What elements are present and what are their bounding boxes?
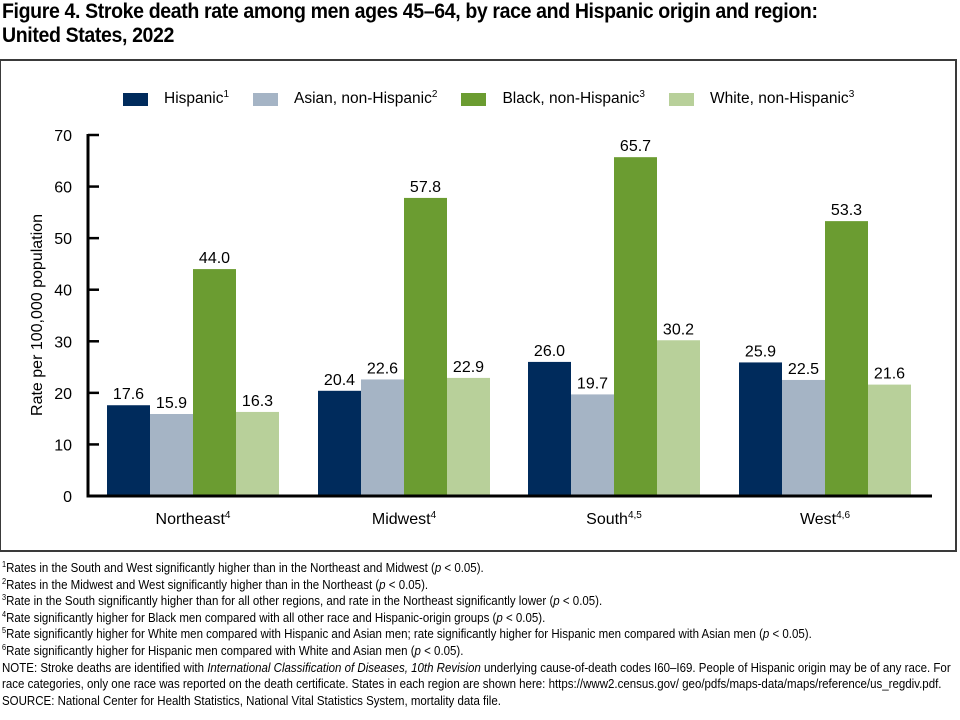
chart-legend: Hispanic1 Asian, non-Hispanic2 Black, non-… (123, 88, 854, 110)
y-tick-label: 50 (54, 231, 72, 248)
value-label: 26.0 (534, 343, 565, 360)
x-category-label: Northeast4 (156, 510, 231, 528)
y-tick-label: 10 (54, 437, 72, 454)
value-label: 20.4 (324, 372, 355, 389)
value-label: 16.3 (242, 393, 273, 410)
value-label: 65.7 (620, 138, 651, 155)
source-text: SOURCE: National Center for Health Stati… (2, 693, 501, 708)
footnote: 3Rate in the South significantly higher … (2, 593, 603, 609)
value-label: 25.9 (745, 343, 776, 360)
legend-swatch (668, 92, 694, 106)
y-tick-label: 0 (63, 489, 72, 506)
bar-white-non-hispanic-south (657, 340, 700, 495)
bar-chart: 0 10 20 30 40 50 60 70 Rate per 100,000 populati… (29, 128, 932, 528)
bar-hispanic-midwest (318, 390, 361, 495)
bar-asian-non-hispanic-northeast (150, 414, 193, 495)
bar-asian-non-hispanic-south (571, 394, 614, 495)
legend-label: Asian, non-Hispanic2 (294, 89, 438, 108)
legend-swatch (253, 92, 279, 106)
footnote: 2Rates in the Midwest and West significa… (2, 576, 429, 592)
legend-item: Black, non-Hispanic3 (461, 90, 645, 108)
footnote: 5Rate significantly higher for White men… (2, 626, 812, 642)
note-prefix: NOTE: Stroke deaths are identified with (2, 660, 208, 675)
value-label: 22.5 (788, 361, 819, 378)
y-axis-title: Rate per 100,000 population (29, 214, 46, 416)
x-category-label: Midwest4 (372, 510, 437, 528)
value-label: 19.7 (577, 375, 608, 392)
bar-asian-non-hispanic-west (782, 379, 825, 495)
x-category-label: West4,6 (800, 510, 850, 528)
y-tick-label: 30 (54, 334, 72, 351)
footnote: 1Rates in the South and West significant… (2, 560, 484, 576)
footnote: 4Rate significantly higher for Black men… (2, 609, 546, 625)
bar-hispanic-northeast (107, 405, 150, 495)
bar-hispanic-south (528, 361, 571, 495)
legend-label: White, non-Hispanic3 (709, 89, 855, 108)
value-label: 17.6 (113, 386, 144, 403)
bar-white-non-hispanic-west (868, 384, 911, 495)
footnotes: 1Rates in the South and West significant… (2, 560, 958, 660)
value-label: 21.6 (874, 366, 905, 383)
bar-hispanic-west (739, 362, 782, 495)
bar-black-non-hispanic-northeast (193, 269, 236, 495)
x-category-label: South4,5 (586, 510, 642, 528)
value-label: 53.3 (831, 202, 862, 219)
legend-label: Black, non-Hispanic3 (502, 89, 645, 108)
value-label: 22.9 (453, 359, 484, 376)
bar-black-non-hispanic-midwest (404, 197, 447, 495)
legend-swatch (461, 92, 487, 106)
bar-asian-non-hispanic-midwest (361, 379, 404, 495)
legend-swatch (123, 92, 148, 106)
legend-item: Hispanic1 (123, 90, 229, 108)
legend-item: White, non-Hispanic3 (668, 89, 855, 108)
value-label: 44.0 (199, 250, 230, 267)
note-suffix: underlying cause-of-death codes I60–I69.… (2, 660, 951, 692)
bar-black-non-hispanic-south (614, 157, 657, 495)
note-text: NOTE: Stroke deaths are identified with … (2, 660, 959, 693)
value-label: 57.8 (410, 179, 441, 196)
y-tick-label: 20 (54, 386, 72, 403)
y-tick-label: 60 (54, 180, 72, 197)
value-label: 15.9 (156, 395, 187, 412)
legend-label: Hispanic1 (164, 89, 230, 108)
chart-frame (0, 59, 957, 552)
chart-notes: 1Rates in the South and West significant… (2, 560, 958, 709)
figure-title-line-1: Figure 4. Stroke death rate among men ag… (2, 0, 818, 23)
bar-white-non-hispanic-midwest (447, 377, 490, 495)
legend-item: Asian, non-Hispanic2 (253, 90, 437, 108)
footnote: 6Rate significantly higher for Hispanic … (2, 642, 464, 658)
bar-white-non-hispanic-northeast (236, 411, 279, 495)
figure-title: Figure 4. Stroke death rate among men ag… (2, 0, 891, 48)
value-label: 22.6 (367, 360, 398, 377)
note-italic: International Classification of Diseases… (207, 660, 481, 675)
y-tick-label: 70 (54, 128, 72, 145)
bar-black-non-hispanic-west (825, 221, 868, 495)
figure-title-line-2: United States, 2022 (2, 24, 175, 47)
value-label: 30.2 (663, 321, 694, 338)
y-tick-label: 40 (54, 283, 72, 300)
